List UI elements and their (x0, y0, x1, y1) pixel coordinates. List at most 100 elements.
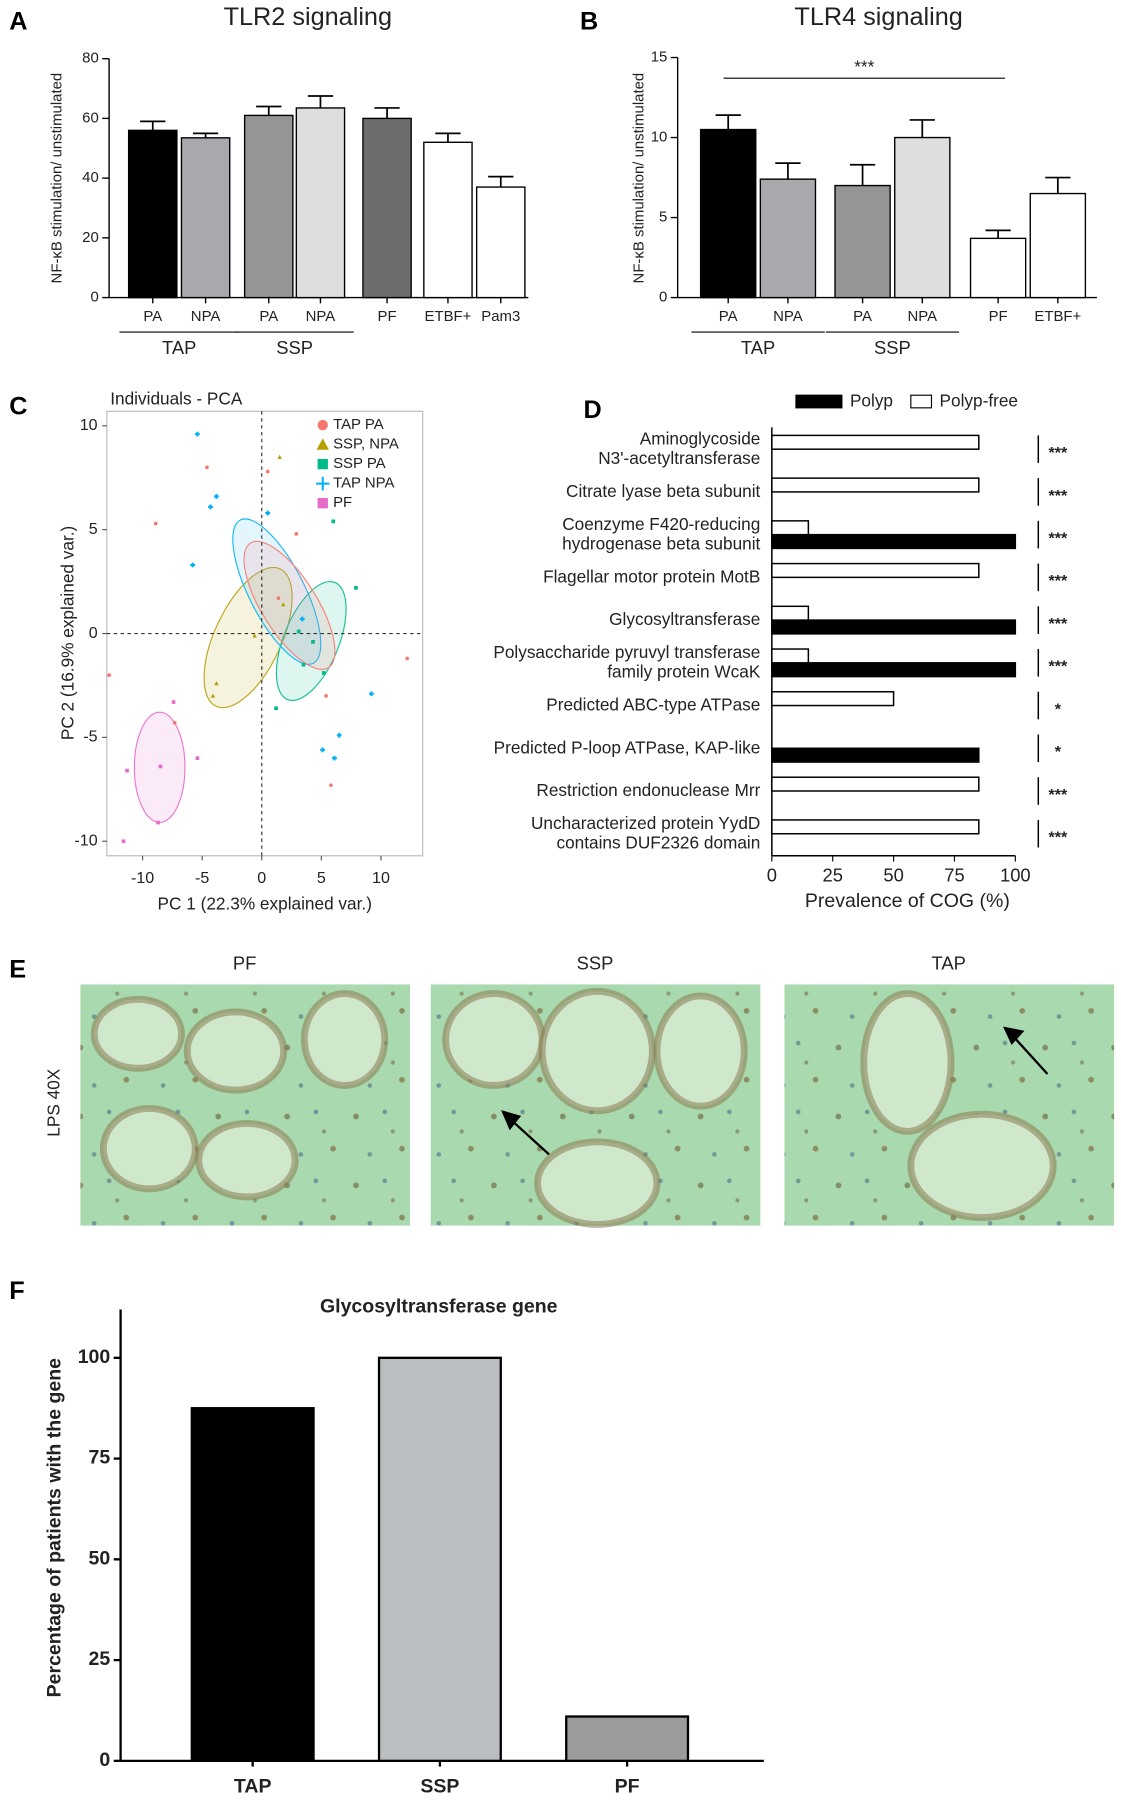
bar (969, 237, 1027, 299)
y-tick-label: 40 (82, 169, 99, 186)
y-tick-label: 0 (659, 289, 667, 306)
bar (423, 141, 473, 299)
bar (771, 648, 810, 664)
significance-label: * (1055, 743, 1062, 761)
point (205, 465, 209, 470)
x-tick-label: PF (378, 308, 397, 325)
y-tick-label: -10 (74, 831, 97, 849)
legend-marker (317, 458, 328, 470)
legend-swatch (795, 394, 843, 409)
x-tick-label: PA (143, 308, 162, 325)
bar (771, 520, 810, 536)
y-tick-label: 80 (82, 50, 99, 67)
bar (771, 533, 1017, 550)
legend-label: TAP PA (333, 416, 384, 433)
x-tick-label: ETBF+ (425, 308, 472, 325)
point (153, 521, 158, 526)
bar (699, 128, 757, 299)
point (265, 469, 270, 474)
bar (771, 434, 980, 450)
bar (771, 562, 980, 579)
point (405, 656, 410, 661)
y-tick-label: 25 (89, 1648, 111, 1670)
y-axis-label: Percentage of patients with the gene (43, 1358, 65, 1698)
y-tick-label: 0 (89, 624, 98, 642)
point (299, 616, 305, 622)
bar (771, 747, 980, 763)
point (369, 691, 374, 697)
point (354, 585, 358, 590)
point (336, 732, 342, 738)
significance-label: *** (1048, 444, 1068, 462)
legend-label: Polyp (850, 391, 893, 411)
group-label: SSP (874, 337, 911, 358)
x-axis-label: Prevalence of COG (%) (805, 890, 1010, 912)
chart-title: TLR4 signaling (794, 3, 962, 31)
bar (295, 107, 346, 299)
point (210, 693, 216, 698)
x-tick-label: PF (615, 1775, 640, 1797)
y-tick-label: 15 (651, 48, 668, 65)
significance-label: *** (854, 56, 874, 76)
point (329, 783, 333, 787)
x-tick-label: TAP (234, 1775, 272, 1797)
y-axis-label: PC 2 (16.9% explained var.) (57, 526, 77, 740)
x-tick-label: 5 (317, 869, 326, 887)
point (296, 629, 301, 634)
point (311, 640, 315, 644)
y-tick-label: -5 (83, 728, 97, 746)
bar (377, 1356, 502, 1762)
point (324, 694, 328, 698)
y-tick-label: 20 (82, 229, 99, 246)
panel-label: C (9, 393, 27, 421)
group-label: SSP (276, 337, 313, 358)
y-tick-label: 60 (82, 109, 99, 126)
x-tick-label: 10 (372, 869, 390, 887)
y-tick-label: 10 (651, 128, 668, 145)
panel-label: E (9, 955, 26, 983)
image-label: PF (233, 953, 256, 974)
point (265, 510, 271, 516)
point (274, 706, 278, 711)
chart-title: TLR2 signaling (224, 3, 392, 31)
point (125, 768, 129, 773)
x-tick-label: NPA (773, 308, 803, 325)
bar (771, 691, 895, 707)
significance-label: * (1055, 700, 1062, 718)
y-tick-label: 10 (80, 416, 98, 434)
chart-title: Individuals - PCA (110, 388, 243, 408)
point (172, 721, 177, 725)
bar (771, 619, 1017, 635)
y-tick-label: 75 (89, 1447, 111, 1469)
point (320, 747, 325, 753)
point (195, 431, 200, 437)
point (158, 764, 163, 769)
legend-swatch (910, 394, 933, 409)
x-tick-label: Pam3 (481, 308, 520, 325)
bar (771, 662, 1017, 678)
panel-label: A (9, 8, 27, 36)
bar (771, 819, 980, 835)
point (331, 519, 336, 524)
category-label: Glycosyltransferase (609, 609, 760, 629)
panel-label: F (9, 1277, 24, 1305)
y-tick-label: 50 (89, 1547, 111, 1569)
x-tick-label: PA (259, 308, 278, 325)
point (171, 700, 176, 704)
point (321, 671, 326, 675)
y-tick-label: 0 (90, 289, 98, 306)
bar (243, 114, 294, 299)
point (107, 673, 112, 677)
legend-marker (316, 438, 329, 450)
legend-label: PF (333, 494, 352, 511)
point (208, 504, 213, 510)
point (214, 494, 219, 499)
bar (771, 776, 980, 792)
point (276, 596, 281, 601)
significance-label: *** (1048, 529, 1068, 547)
bar (894, 136, 951, 299)
category-label: Uncharacterized protein YydD contains DUF… (531, 813, 760, 853)
bar (771, 477, 980, 493)
bar (180, 137, 231, 299)
